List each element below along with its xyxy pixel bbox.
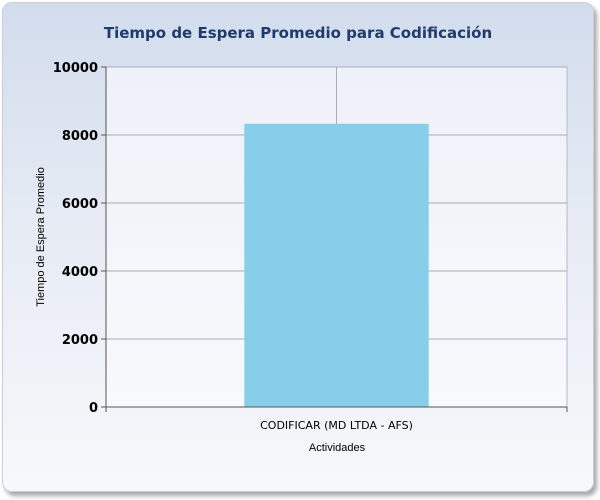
y-tick-label: 4000 <box>62 265 98 280</box>
y-tick-label: 6000 <box>62 197 98 212</box>
x-tick-label: CODIFICAR (MD LTDA - AFS) <box>260 419 413 432</box>
y-tick-label: 10000 <box>53 61 98 76</box>
x-axis-label: Actividades <box>309 442 366 454</box>
y-axis-label: Tiempo de Espera Promedio <box>35 167 47 307</box>
x-tick-labels: CODIFICAR (MD LTDA - AFS) <box>260 419 413 432</box>
y-tick-label: 2000 <box>62 333 98 348</box>
y-tick-label: 8000 <box>62 129 98 144</box>
y-tick-labels: 0 2000 4000 6000 8000 10000 <box>53 61 98 416</box>
chart-title: Tiempo de Espera Promedio para Codificac… <box>104 24 492 42</box>
y-tick-label: 0 <box>89 401 98 416</box>
bar[interactable] <box>244 123 429 407</box>
bars <box>244 123 429 407</box>
axes <box>101 66 568 412</box>
